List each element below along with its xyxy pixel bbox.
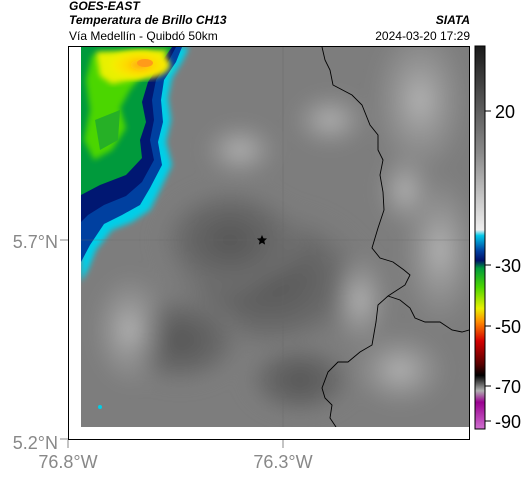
department-border-east xyxy=(387,295,469,333)
lat-tick-label: 5.7°N xyxy=(13,232,58,252)
colorbar-tick-label: 20 xyxy=(495,102,515,122)
satellite-image xyxy=(81,47,469,427)
route-subtitle: Vía Medellín - Quibdó 50km xyxy=(69,29,218,43)
cold-speck xyxy=(98,405,102,409)
satellite-title: GOES-EAST xyxy=(69,0,140,13)
colorbar: 20 -30 -50 -70 -90 xyxy=(474,45,521,432)
lon-tick-label: 76.8°W xyxy=(38,452,97,472)
cold-cloud-region xyxy=(81,47,189,282)
product-title: Temperatura de Brillo CH13 xyxy=(69,13,227,27)
colorbar-tick-label: -90 xyxy=(495,412,521,432)
colorbar-ramp xyxy=(474,45,486,430)
colorbar-tick-label: -30 xyxy=(495,256,521,276)
colorbar-tick-label: -50 xyxy=(495,317,521,337)
organization-label: SIATA xyxy=(435,13,470,27)
department-border xyxy=(321,47,411,427)
lat-tick-label: 5.2°N xyxy=(13,433,58,453)
star-icon xyxy=(257,235,267,245)
lon-tick-label: 76.3°W xyxy=(253,452,312,472)
timestamp-label: 2024-03-20 17:29 xyxy=(375,29,470,43)
colorbar-tick-label: -70 xyxy=(495,377,521,397)
